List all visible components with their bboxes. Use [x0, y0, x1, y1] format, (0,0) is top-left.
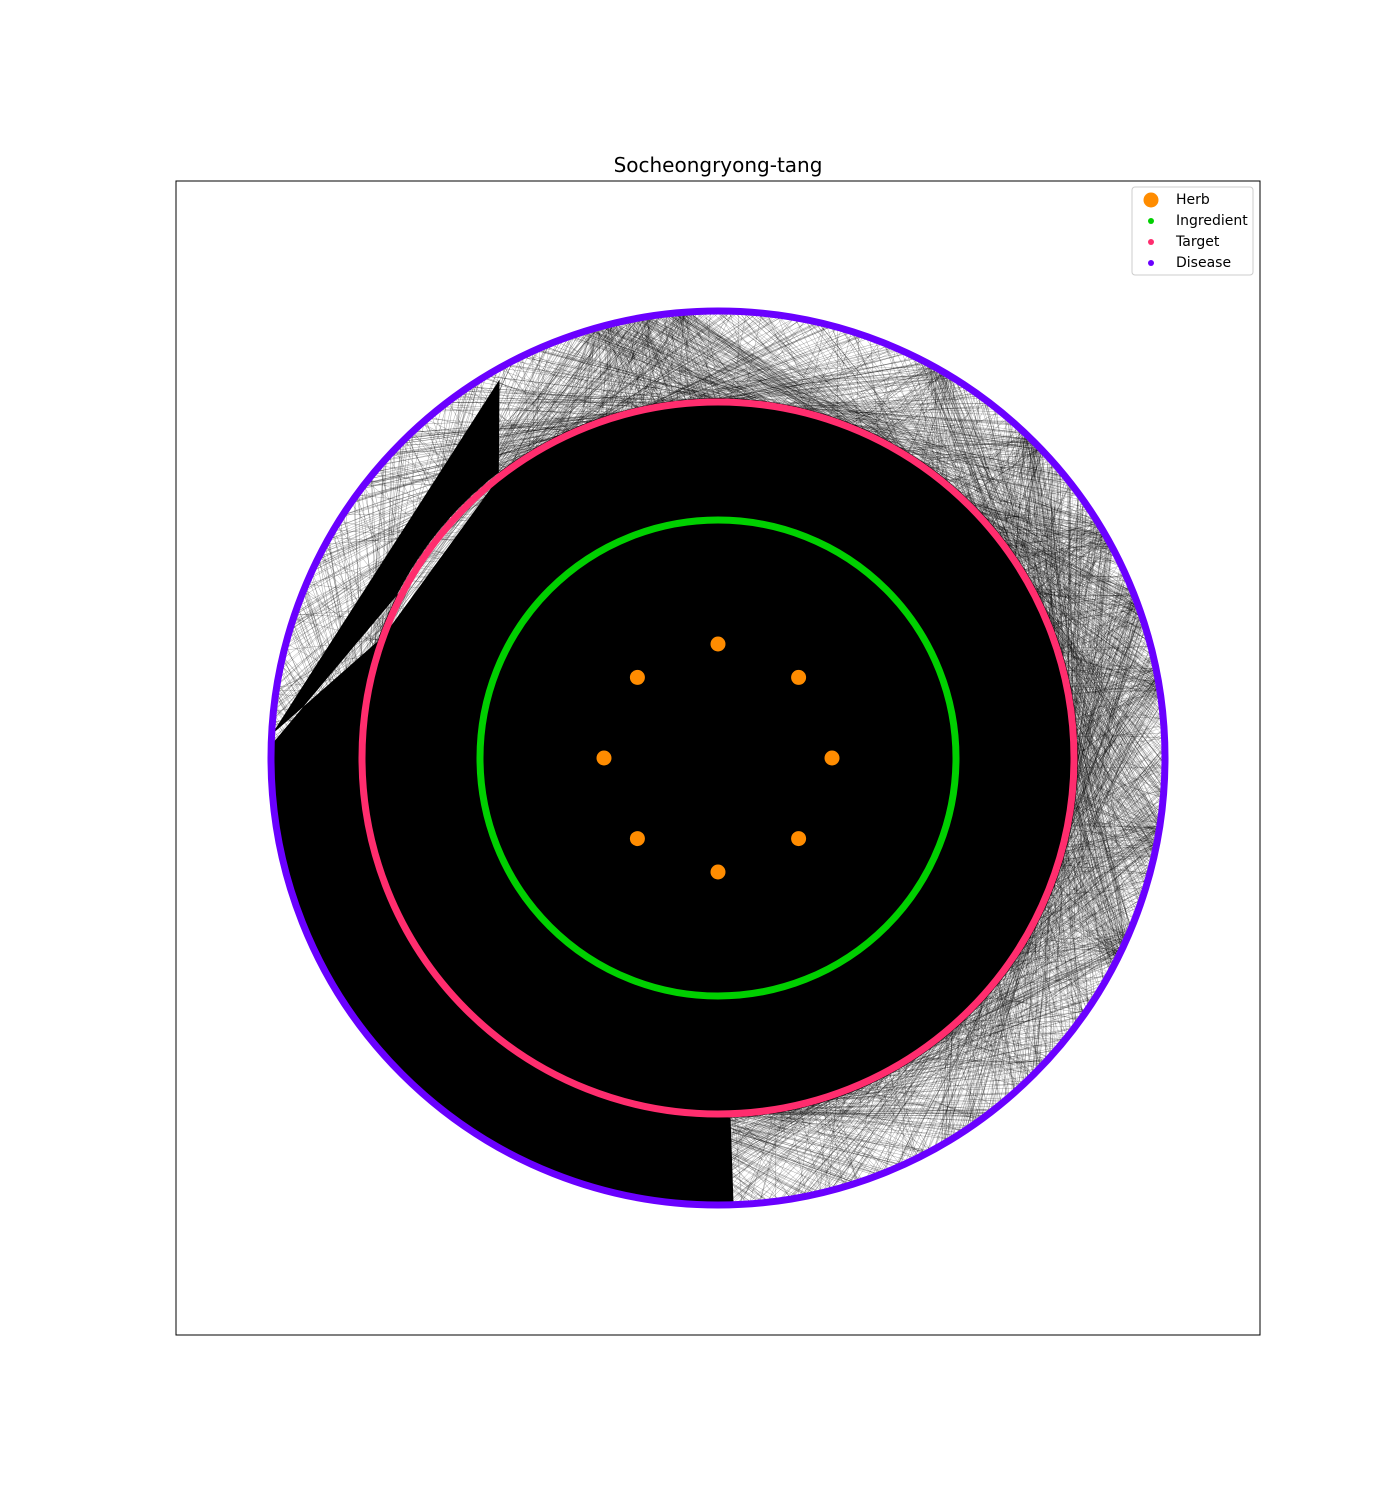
- legend-item: Disease: [1148, 255, 1231, 271]
- herb-node: [791, 831, 807, 847]
- edges-layer: [270, 310, 1166, 1206]
- legend-marker: [1148, 218, 1154, 224]
- herb-node: [824, 750, 840, 766]
- herb-node: [629, 831, 645, 847]
- herb-node: [596, 750, 612, 766]
- legend-marker: [1143, 192, 1159, 208]
- legend-marker: [1148, 260, 1154, 266]
- legend-box: [1131, 186, 1254, 276]
- disease-node-ring: [267, 307, 1169, 1209]
- herb-nodes: [596, 636, 840, 880]
- legend-label: Ingredient: [1176, 213, 1248, 229]
- axes-frame: [175, 180, 1261, 1336]
- legend-item: Target: [1148, 234, 1220, 250]
- legend-item: Herb: [1143, 192, 1210, 208]
- herb-node: [791, 669, 807, 685]
- legend-items: Herb Ingredient Target Disease: [1143, 192, 1248, 271]
- legend-label: Disease: [1176, 255, 1231, 271]
- target-node-ring: [358, 398, 1078, 1118]
- plot-area: [267, 307, 1169, 1209]
- legend-label: Herb: [1176, 192, 1210, 208]
- herb-node: [710, 636, 726, 652]
- legend-label: Target: [1175, 234, 1220, 250]
- legend-marker: [1148, 239, 1154, 245]
- legend: Herb Ingredient Target Disease: [1131, 186, 1254, 276]
- herb-node: [710, 864, 726, 880]
- legend-item: Ingredient: [1148, 213, 1248, 229]
- figure-title: Socheongryong-tang: [614, 153, 823, 177]
- dense-edge-region: [271, 379, 1079, 1203]
- herb-node: [629, 669, 645, 685]
- ingredient-node-ring: [476, 516, 960, 1000]
